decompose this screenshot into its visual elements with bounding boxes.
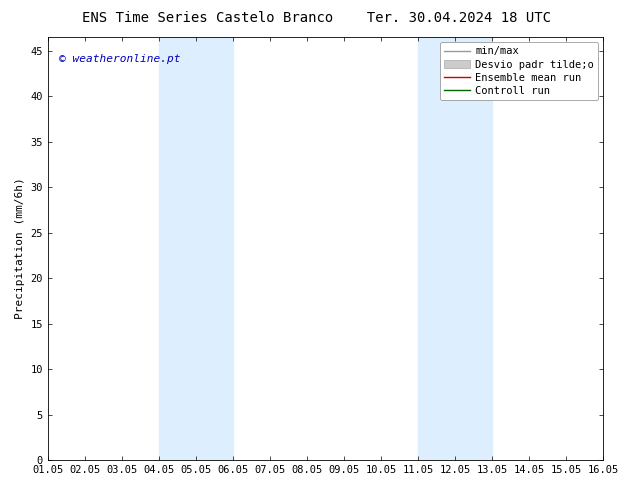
Bar <box>159 37 233 460</box>
Legend: min/max, Desvio padr tilde;o, Ensemble mean run, Controll run: min/max, Desvio padr tilde;o, Ensemble m… <box>440 42 598 100</box>
Y-axis label: Precipitation (mm/6h): Precipitation (mm/6h) <box>15 178 25 319</box>
Text: ENS Time Series Castelo Branco    Ter. 30.04.2024 18 UTC: ENS Time Series Castelo Branco Ter. 30.0… <box>82 11 552 25</box>
Text: © weatheronline.pt: © weatheronline.pt <box>59 54 181 64</box>
Bar <box>418 37 492 460</box>
